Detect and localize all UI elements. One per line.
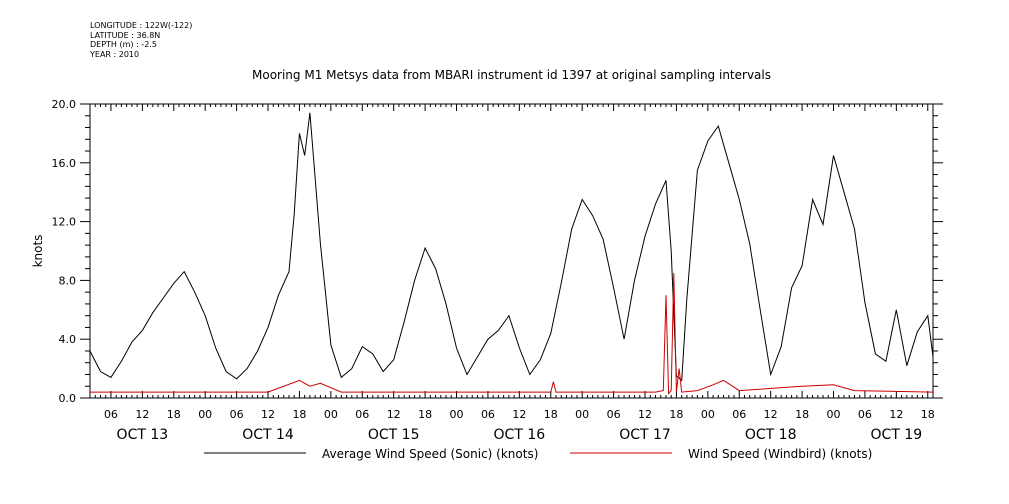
y-tick-label: 4.0 bbox=[59, 333, 77, 346]
x-tick-label: 18 bbox=[921, 408, 935, 421]
x-tick-label: 06 bbox=[230, 408, 244, 421]
y-tick-label: 8.0 bbox=[59, 274, 77, 287]
y-tick-label: 0.0 bbox=[59, 392, 77, 405]
x-tick-label: 18 bbox=[418, 408, 432, 421]
x-tick-label: 12 bbox=[512, 408, 526, 421]
x-tick-label: 12 bbox=[387, 408, 401, 421]
x-day-label: OCT 15 bbox=[368, 427, 420, 443]
axis-labels: 06 12 18 00 06 12 18 00 06 12 18 00 06 12 18 00 06 12 18 00… bbox=[52, 98, 935, 443]
x-tick-label: 00 bbox=[701, 408, 715, 421]
depth-text: DEPTH (m) : -2.5 bbox=[90, 40, 157, 49]
year-text: YEAR : 2010 bbox=[90, 49, 140, 59]
x-tick-label: 00 bbox=[324, 408, 338, 421]
legend-label-sonic: Average Wind Speed (Sonic) (knots) bbox=[322, 447, 538, 461]
x-day-label: OCT 18 bbox=[745, 427, 797, 443]
x-day-label: OCT 13 bbox=[117, 427, 169, 443]
axis-ticks bbox=[80, 103, 943, 399]
x-day-label: OCT 17 bbox=[619, 427, 671, 443]
x-tick-label: 12 bbox=[135, 408, 149, 421]
y-tick-label: 12.0 bbox=[52, 216, 77, 229]
x-day-label: OCT 14 bbox=[242, 427, 294, 443]
x-tick-label: 06 bbox=[104, 408, 118, 421]
x-tick-label: 18 bbox=[167, 408, 181, 421]
x-tick-label: 00 bbox=[450, 408, 464, 421]
mooring-metadata: LONGITUDE : 122W(-122) LATITUDE : 36.8N … bbox=[90, 21, 192, 59]
x-tick-label: 12 bbox=[638, 408, 652, 421]
y-tick-label: 20.0 bbox=[52, 98, 77, 111]
x-tick-label: 18 bbox=[544, 408, 558, 421]
x-tick-label: 00 bbox=[198, 408, 212, 421]
x-tick-label: 18 bbox=[669, 408, 683, 421]
series-layer bbox=[89, 112, 934, 395]
x-tick-label: 12 bbox=[889, 408, 903, 421]
x-tick-label: 00 bbox=[827, 408, 841, 421]
y-axis-label: knots bbox=[31, 235, 45, 268]
x-tick-label: 06 bbox=[858, 408, 872, 421]
latitude-text: LATITUDE : 36.8N bbox=[90, 30, 161, 40]
x-tick-label: 00 bbox=[575, 408, 589, 421]
legend-label-windbird: Wind Speed (Windbird) (knots) bbox=[688, 447, 872, 461]
x-tick-label: 06 bbox=[355, 408, 369, 421]
x-day-label: OCT 16 bbox=[494, 427, 546, 443]
plot-frame bbox=[89, 103, 934, 399]
y-tick-label: 16.0 bbox=[52, 157, 77, 170]
longitude-text: LONGITUDE : 122W(-122) bbox=[90, 21, 193, 30]
x-day-label: OCT 19 bbox=[871, 427, 923, 443]
x-tick-label: 12 bbox=[261, 408, 275, 421]
chart-title: Mooring M1 Metsys data from MBARI instru… bbox=[252, 68, 771, 82]
x-tick-label: 18 bbox=[795, 408, 809, 421]
x-tick-label: 12 bbox=[764, 408, 778, 421]
series-line-windbird bbox=[90, 273, 934, 395]
x-tick-label: 06 bbox=[607, 408, 621, 421]
legend: Average Wind Speed (Sonic) (knots) Wind … bbox=[204, 447, 872, 461]
x-tick-label: 06 bbox=[732, 408, 746, 421]
x-tick-label: 18 bbox=[292, 408, 306, 421]
series-line-sonic bbox=[89, 112, 934, 382]
x-tick-label: 06 bbox=[481, 408, 495, 421]
